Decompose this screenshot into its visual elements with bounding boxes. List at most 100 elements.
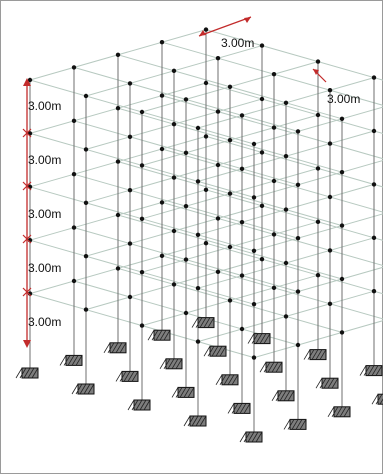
support-hatch (247, 431, 255, 443)
joint-node (215, 216, 221, 221)
support-hatch (231, 374, 239, 386)
joint-node (327, 301, 333, 306)
joint-node (127, 134, 133, 139)
support-hatch (163, 329, 171, 341)
support-block (215, 374, 239, 386)
support-rect (121, 370, 139, 382)
support-rect (321, 377, 339, 389)
joint-node (283, 260, 289, 266)
joint-node (295, 289, 301, 294)
story-tick-2 (22, 181, 32, 191)
support-hatch (191, 317, 199, 328)
joint-node (203, 27, 209, 32)
joint-node (371, 289, 377, 294)
joint-node (227, 84, 233, 90)
joint-node (251, 302, 257, 307)
joint-node (159, 146, 165, 152)
support-hatch (155, 329, 163, 341)
support-hatch (319, 377, 327, 389)
support-hatch (375, 393, 383, 405)
support-hatch (151, 329, 159, 341)
support-hatch (327, 377, 335, 389)
support-hatch (371, 393, 379, 405)
support-hatch (199, 317, 207, 328)
support-rect (221, 374, 239, 386)
support-hatch (159, 358, 167, 370)
support-hatch (203, 345, 211, 357)
support-hatch (247, 333, 255, 344)
support-hatch (263, 361, 271, 373)
joint-node (271, 72, 277, 77)
story-dimension-arrow-top (23, 78, 31, 86)
joint-node (339, 116, 345, 122)
joint-node (83, 307, 89, 312)
joint-node (271, 178, 277, 184)
joint-node (127, 188, 133, 193)
joint-node (327, 194, 333, 200)
support-hatch (287, 390, 295, 402)
support-hatch (23, 367, 31, 379)
support-rect (165, 358, 183, 370)
joint-node (371, 182, 377, 187)
support-hatch (211, 345, 219, 357)
support-hatch (275, 390, 283, 402)
joint-node (371, 235, 377, 240)
support-hatch (339, 406, 347, 418)
top-span-arrow-right (244, 17, 251, 23)
joint-node (203, 241, 209, 246)
joint-node (227, 138, 233, 143)
support-hatch (75, 383, 83, 395)
support-rect (109, 342, 127, 354)
joint-node (171, 68, 177, 74)
support-hatch (375, 365, 383, 376)
joint-node (83, 254, 89, 259)
support-hatch (31, 367, 39, 379)
joint-node (371, 75, 377, 80)
support-hatch (251, 333, 259, 344)
support-block (283, 418, 307, 430)
support-block (183, 415, 207, 427)
support-hatch (331, 377, 339, 389)
joint-node (327, 141, 333, 146)
joint-node (215, 162, 221, 168)
dimension-annotations: 3.00m 3.00m 3.00m 3.00m 3.00m 3.00m 3.00… (22, 16, 360, 348)
support-hatch (259, 361, 267, 373)
story-tick-3 (22, 234, 32, 244)
joint-node (27, 77, 33, 83)
support-hatch (187, 387, 195, 398)
support-block (203, 345, 227, 357)
joint-node (215, 56, 221, 61)
joint-node (215, 269, 221, 274)
joint-node (83, 200, 89, 205)
joint-node (239, 113, 245, 118)
joint-node (271, 285, 277, 290)
joint-node (283, 207, 289, 212)
support-hatch (183, 387, 191, 398)
support-hatch (131, 371, 139, 382)
support-block (115, 370, 139, 382)
joint-node (127, 81, 133, 86)
support-hatch (279, 390, 287, 402)
joint-node (139, 216, 145, 221)
support-hatch (323, 377, 331, 389)
joint-node (251, 355, 257, 360)
support-rect (365, 365, 383, 377)
joint-node (139, 270, 145, 275)
joint-node (139, 163, 145, 168)
support-block (59, 354, 83, 366)
support-hatch (191, 415, 199, 427)
joint-node (295, 236, 301, 241)
support-hatch (223, 374, 231, 386)
joint-node (315, 273, 321, 278)
joint-node (227, 191, 233, 196)
top-span-arrow-left (199, 30, 206, 36)
joint-node (251, 141, 257, 147)
support-hatch (291, 419, 299, 430)
support-hatch (267, 361, 275, 373)
support-hatch (143, 399, 151, 411)
top-span-label: 3.00m (221, 36, 254, 50)
support-hatch (175, 358, 183, 370)
joint-node (339, 276, 345, 282)
